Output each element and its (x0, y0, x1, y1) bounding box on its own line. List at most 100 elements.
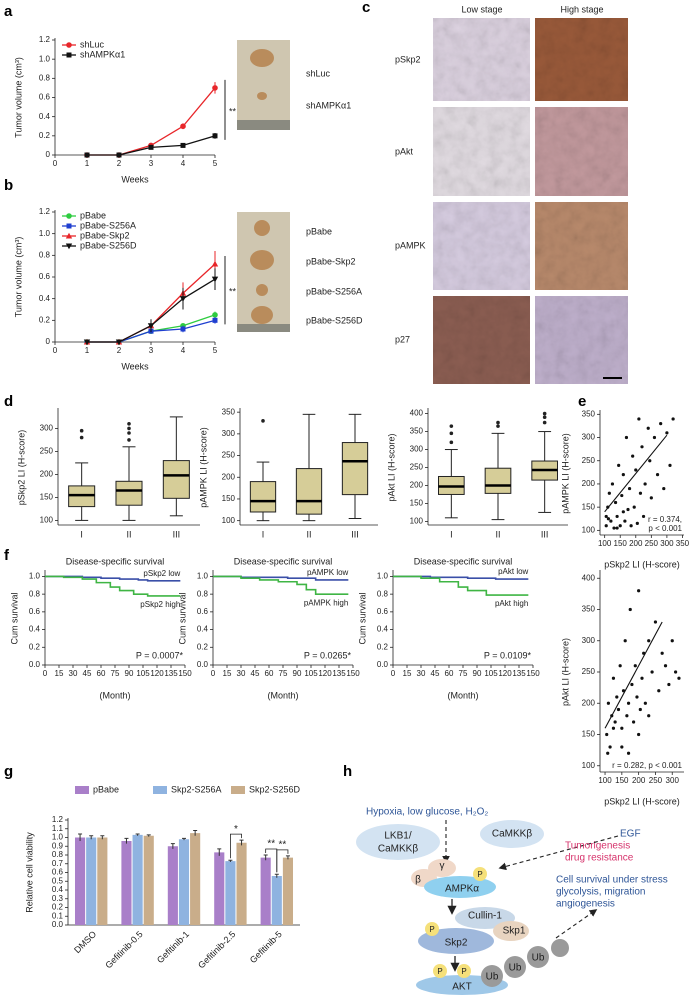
outlier (542, 420, 547, 425)
data-point (638, 491, 643, 495)
data-point (610, 482, 615, 486)
y-tick-label: 0.2 (52, 903, 64, 912)
x-tick-label: Gefitinib-5 (248, 929, 284, 965)
legend-marker (65, 243, 73, 250)
fit-line (604, 434, 668, 513)
x-tick-label: 45 (251, 669, 260, 678)
data-point (615, 695, 619, 699)
annotation: r = 0.282, p < 0.001 (612, 761, 682, 770)
data-point (668, 463, 672, 467)
y-axis-label: Tumor volume (cm³) (13, 237, 23, 318)
y-tick-label: 0.4 (52, 885, 64, 894)
data-point (626, 701, 631, 705)
data-point (631, 454, 635, 458)
x-tick-label: 60 (265, 669, 274, 678)
y-tick-label: 1.1 (52, 824, 64, 833)
outlier (79, 428, 84, 433)
y-tick-label: 300 (40, 424, 54, 433)
node-label: AMPKα (445, 884, 479, 895)
outcome-label: Tumorigenesis (565, 841, 630, 852)
y-tick-label: 0.8 (377, 589, 389, 598)
outlier (261, 419, 265, 423)
y-tick-label: 0.4 (197, 625, 209, 634)
y-tick-label: 0.4 (39, 112, 51, 121)
data-point (180, 326, 186, 332)
y-tick-label: 250 (410, 463, 424, 472)
x-tick-label: 30 (69, 669, 78, 678)
node-label: β (415, 875, 421, 886)
y-tick-label: 0.2 (197, 642, 209, 651)
x-tick-label: 1 (85, 346, 90, 355)
photo-label: pBabe-Skp2 (306, 256, 356, 266)
y-axis-label: pAMPK LI (H-score) (198, 427, 208, 508)
photo-label: shLuc (306, 68, 331, 78)
x-tick-label: 150 (526, 669, 540, 678)
y-tick-label: 0.9 (52, 841, 64, 850)
y-tick-label: 350 (582, 409, 596, 418)
y-tick-label: 0.2 (39, 315, 51, 324)
annotation: p < 0.001 (648, 524, 682, 533)
data-point (212, 85, 218, 91)
y-tick-label: 400 (582, 573, 596, 582)
legend-label: shAMPKα1 (80, 49, 125, 59)
y-tick-label: 100 (582, 761, 596, 770)
bar (74, 837, 86, 925)
x-tick-label: 200 (632, 776, 646, 785)
significance-label: ** (229, 106, 237, 116)
y-tick-label: 400 (410, 409, 424, 418)
x-tick-label: I (80, 529, 83, 539)
x-tick-label: 45 (431, 669, 440, 678)
row-label: p27 (395, 334, 410, 344)
data-point (620, 745, 624, 749)
y-tick-label: 0.6 (52, 868, 64, 877)
outcome-label: angiogenesis (556, 899, 615, 910)
node-label: Cullin-1 (468, 911, 502, 922)
x-tick-label: 75 (459, 669, 468, 678)
y-tick-label: 1.0 (39, 54, 51, 63)
x-tick-label: 2 (117, 159, 122, 168)
y-axis-label: Relative cell viability (24, 832, 34, 913)
data-point (618, 524, 622, 528)
y-axis-label: pAkt LI (H-score) (386, 433, 396, 501)
x-tick-label: 75 (111, 669, 120, 678)
row-label: pAkt (395, 146, 414, 156)
bar (214, 852, 225, 925)
bar (86, 837, 97, 925)
x-tick-label: 0 (211, 669, 216, 678)
curve-label: pSkp2 high (140, 600, 180, 609)
survival-curve (45, 575, 181, 597)
y-tick-label: 0 (46, 337, 51, 346)
data-point (665, 431, 669, 435)
node-label: LKB1/ (384, 831, 411, 842)
photo-label: shAMPKα1 (306, 100, 351, 110)
legend-marker (66, 213, 72, 219)
y-tick-label: 0.8 (197, 589, 209, 598)
data-point (623, 639, 627, 643)
x-tick-label: 250 (645, 539, 659, 548)
data-point (662, 486, 666, 491)
data-point (613, 500, 618, 505)
node-label: AKT (452, 982, 471, 993)
x-tick-label: 150 (614, 539, 628, 548)
data-point (626, 751, 631, 755)
annotation: P = 0.0265* (304, 650, 352, 660)
node-label: Ub (509, 963, 522, 974)
y-tick-label: 200 (222, 472, 236, 481)
x-tick-label: 300 (660, 539, 674, 548)
data-point (659, 422, 663, 426)
x-axis-label: pSkp2 LI (H-score) (604, 796, 680, 806)
data-point (606, 751, 610, 755)
y-tick-label: 350 (582, 605, 596, 614)
data-point (637, 589, 641, 593)
data-point (660, 651, 664, 655)
data-point (607, 491, 611, 495)
data-point (652, 435, 657, 440)
data-point (180, 123, 186, 130)
data-point (606, 517, 611, 521)
data-point (632, 720, 636, 724)
data-point (635, 521, 639, 525)
data-point (634, 468, 638, 472)
data-point (615, 526, 619, 530)
x-tick-label: 90 (473, 669, 482, 678)
data-point (604, 524, 608, 528)
